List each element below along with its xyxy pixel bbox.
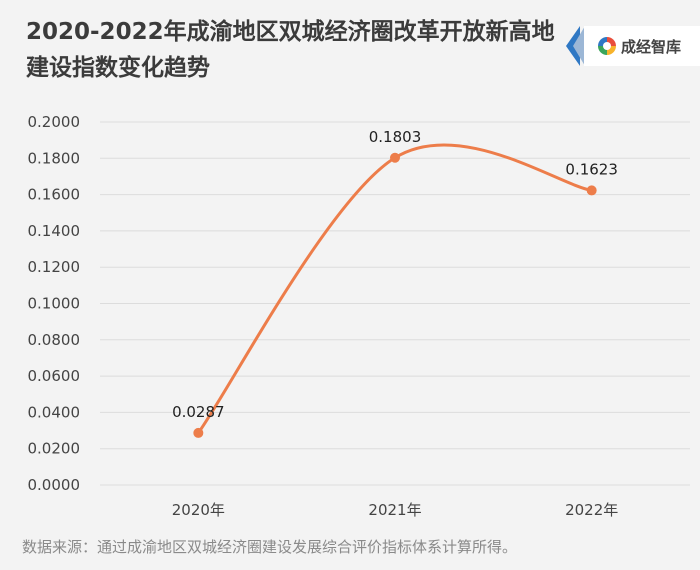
data-label: 0.0287 — [172, 403, 225, 421]
y-tick-label: 0.0400 — [28, 403, 81, 421]
y-tick-label: 0.0200 — [28, 440, 81, 458]
chart-title-line2: 建设指数变化趋势 — [26, 55, 210, 81]
source-note: 数据来源：通过成渝地区双城经济圈建设发展综合评价指标体系计算所得。 — [22, 538, 518, 556]
data-label: 0.1803 — [369, 128, 422, 146]
y-tick-label: 0.1200 — [28, 258, 81, 276]
y-tick-label: 0.1000 — [28, 295, 81, 313]
y-tick-label: 0.0600 — [28, 367, 81, 385]
x-tick-label: 2020年 — [172, 501, 225, 519]
y-tick-label: 0.0000 — [28, 476, 81, 494]
data-point — [586, 185, 597, 196]
y-tick-label: 0.2000 — [28, 113, 81, 131]
brand-logo: 成经智库 — [566, 20, 700, 72]
series-line — [196, 143, 594, 435]
line-chart: 0.0000 0.0200 0.0400 0.0600 0.0800 0.1000 0.12… — [28, 113, 690, 519]
y-tick-label: 0.1600 — [28, 186, 81, 204]
logo-text: 成经智库 — [621, 37, 682, 56]
x-tick-label: 2021年 — [368, 501, 421, 519]
y-tick-label: 0.1800 — [28, 149, 81, 167]
data-label: 0.1623 — [565, 160, 618, 178]
data-point — [390, 152, 400, 163]
y-tick-label: 0.0800 — [28, 331, 81, 349]
logo-ring-icon — [598, 37, 616, 55]
y-tick-label: 0.1400 — [28, 222, 81, 240]
logo-box: 成经智库 — [584, 26, 700, 66]
logo-chevron-icon — [573, 26, 585, 66]
data-point — [193, 427, 204, 438]
chart-title-line1: 2020-2022年成渝地区双城经济圈改革开放新高地 — [26, 19, 555, 45]
x-tick-label: 2022年 — [565, 501, 618, 519]
chart-title: 2020-2022年成渝地区双城经济圈改革开放新高地 建设指数变化趋势 — [26, 14, 566, 86]
